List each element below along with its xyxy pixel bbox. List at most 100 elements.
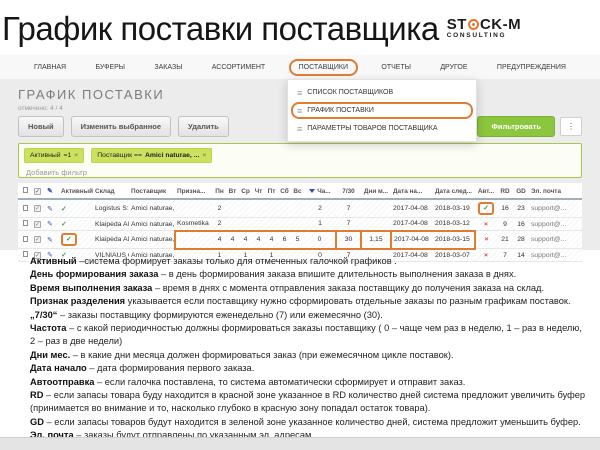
nav-item-link[interactable]: ПРЕДУПРЕЖДЕНИЯ <box>496 63 566 71</box>
checkbox-cell[interactable]: ✓ <box>32 199 45 218</box>
column-header[interactable]: Ср <box>239 183 252 200</box>
edit-cell[interactable]: ✎ <box>45 199 59 218</box>
legend-item: Дата начало – дата формирования первого … <box>30 363 255 374</box>
column-header[interactable]: Ча... <box>304 183 336 200</box>
dropdown-item[interactable]: ≡ ГРАФИК ПОСТАВКИ <box>291 102 473 119</box>
rd-cell: 7 <box>497 248 513 262</box>
column-header[interactable]: GD <box>513 183 529 200</box>
copy-column-header <box>18 183 32 200</box>
edit-selected-button[interactable]: Изменить выбранное <box>70 116 171 137</box>
column-header[interactable]: RD <box>497 183 513 200</box>
table-row: ✓✎✓VILNIAUS CAmici naturae, I111072017-0… <box>18 248 582 262</box>
copy-cell[interactable] <box>18 230 32 249</box>
column-header[interactable]: Поставщик <box>129 183 175 200</box>
day-cell: 4 <box>213 229 226 250</box>
frequency-cell: 0 <box>304 248 336 262</box>
column-header[interactable]: Дата на... <box>391 183 433 200</box>
column-header[interactable]: Призна... <box>175 183 213 200</box>
nav-item-link[interactable]: ГЛАВНАЯ <box>34 63 67 71</box>
row-checkbox[interactable]: ✓ <box>34 251 41 259</box>
apply-filter-button[interactable]: Фильтровать <box>477 116 555 137</box>
column-header[interactable]: Эл. почта <box>529 183 582 200</box>
nav-item-link[interactable]: АССОРТИМЕНТ <box>211 63 266 71</box>
table-header-row: ✓ ✎ Активный Склад Поставщик Призна... Пн Вт С… <box>18 183 582 200</box>
page-title: График поставки поставщика <box>2 9 439 47</box>
date-next-cell: 2018-03-07 <box>433 248 475 262</box>
column-header[interactable]: Дата след... <box>433 183 475 200</box>
filter-chip-active[interactable]: Активный =1 × <box>24 148 85 163</box>
legend-item: RD – если запасы товара буду находится в… <box>30 390 586 414</box>
split-attr-cell <box>174 229 213 250</box>
checkbox-column-header[interactable]: ✓ <box>32 183 45 200</box>
column-header[interactable]: Дни м... <box>361 183 391 200</box>
column-header[interactable]: Активный <box>59 183 93 200</box>
supplier-cell: Amici naturae, I <box>129 230 175 249</box>
edit-column-header: ✎ <box>45 183 59 200</box>
remove-chip-icon[interactable]: × <box>202 152 207 159</box>
column-header[interactable]: Склад <box>93 183 129 200</box>
column-header[interactable]: Пт <box>265 183 278 200</box>
email-cell: support@... <box>529 217 582 231</box>
day-cell: 4 <box>265 229 278 250</box>
nav-item-link[interactable]: БУФЕРЫ <box>95 63 126 71</box>
day-cell: 4 <box>226 229 239 250</box>
column-filter-icon <box>309 188 316 193</box>
filter-chip-supplier[interactable]: Поставщик == Amici naturae, ... × <box>91 148 213 163</box>
column-header[interactable]: 7/30 <box>336 183 361 200</box>
column-header[interactable]: Чт <box>252 183 265 200</box>
edit-cell[interactable]: ✎ <box>45 230 59 249</box>
day-cell: 2 <box>213 217 226 231</box>
nav-item-link[interactable]: ЗАКАЗЫ <box>154 63 183 71</box>
checkbox-cell[interactable]: ✓ <box>32 230 45 249</box>
list-icon: ≡ <box>297 87 303 98</box>
chip-label: Поставщик == <box>97 152 142 159</box>
day-cell <box>226 248 239 262</box>
nav-item-active[interactable]: ПОСТАВЩИКИ <box>288 58 358 76</box>
copy-icon <box>23 232 32 242</box>
split-attr-cell: Kosmetika <box>175 217 213 231</box>
copy-icon <box>23 184 32 193</box>
nav-item-link[interactable]: ДРУГОЕ <box>440 63 468 71</box>
split-attr-cell <box>175 199 213 218</box>
add-filter-placeholder[interactable]: Добавить фильтр <box>26 168 87 177</box>
warehouse-cell: Klaipėda Al <box>93 217 129 231</box>
column-header[interactable]: Авт... <box>475 183 497 200</box>
column-header[interactable]: Пн <box>213 183 226 200</box>
more-dots-icon: ⋮ <box>567 122 575 131</box>
frequency-cell: 2 <box>304 199 336 218</box>
nav-item-link[interactable]: ОТЧЕТЫ <box>381 63 411 71</box>
more-button[interactable]: ⋮ <box>560 117 582 136</box>
row-checkbox[interactable]: ✓ <box>34 220 41 228</box>
column-header[interactable]: Вт <box>226 183 239 200</box>
copy-cell[interactable] <box>18 199 32 218</box>
checkbox-cell[interactable]: ✓ <box>32 217 45 231</box>
delete-button[interactable]: Удалить <box>178 116 229 137</box>
dropdown-item[interactable]: ≡ ПАРАМЕТРЫ ТОВАРОВ ПОСТАВЩИКА <box>291 120 473 137</box>
row-checkbox[interactable]: ✓ <box>34 236 41 243</box>
dropdown-item-label: ГРАФИК ПОСТАВКИ <box>307 107 374 114</box>
logo-wordmark: ST CK-M <box>447 17 521 32</box>
copy-icon <box>23 217 32 226</box>
date-next-cell: 2018-03-19 <box>433 199 475 218</box>
dropdown-item[interactable]: ≡ СПИСОК ПОСТАВЩИКОВ <box>291 84 473 101</box>
select-all-checkbox[interactable]: ✓ <box>34 187 41 195</box>
date-start-cell: 2017-04-08 <box>391 217 433 231</box>
copy-cell[interactable] <box>18 248 32 262</box>
column-header[interactable]: Сб <box>278 183 291 200</box>
day-cell: 1 <box>239 248 252 262</box>
remove-chip-icon[interactable]: × <box>74 152 79 159</box>
rd-cell: 16 <box>497 199 513 218</box>
active-cell: ✓ <box>59 230 93 249</box>
checkbox-cell[interactable]: ✓ <box>32 248 45 262</box>
rd-cell: 21 <box>497 230 513 249</box>
email-cell: support@... <box>529 230 582 249</box>
edit-cell[interactable]: ✎ <box>45 248 59 262</box>
new-button[interactable]: Новый <box>18 116 64 137</box>
legend-item: Эл. почта – заказы будут отправлены по у… <box>30 430 312 441</box>
row-checkbox[interactable]: ✓ <box>34 205 41 212</box>
column-header[interactable]: Вс <box>291 183 304 200</box>
copy-cell[interactable] <box>18 217 32 231</box>
logo-target-icon <box>467 19 479 31</box>
gd-cell: 23 <box>513 199 529 218</box>
edit-cell[interactable]: ✎ <box>45 217 59 231</box>
